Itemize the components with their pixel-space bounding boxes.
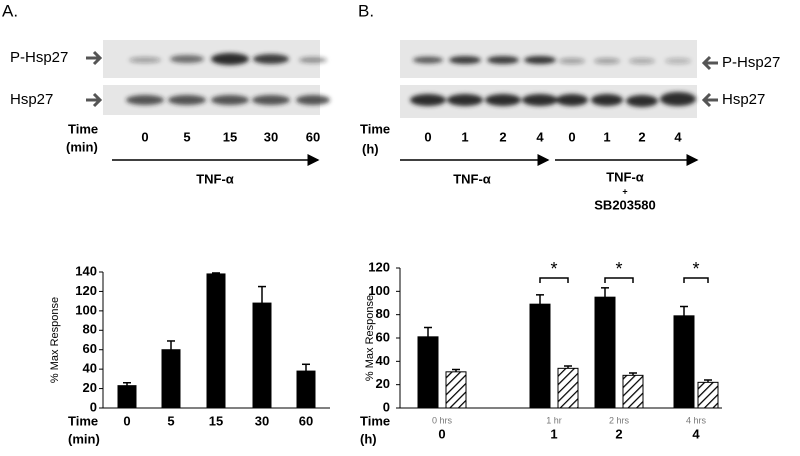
y-axis-label: % Max Response — [49, 297, 61, 383]
bar — [529, 303, 551, 409]
y-tick-label: 100 — [75, 302, 97, 317]
panel-letter: A. — [2, 1, 18, 20]
x-axis-label: (h) — [360, 431, 377, 446]
blot-b — [400, 40, 718, 166]
treatment: TNF-α — [606, 169, 644, 184]
y-tick-label: 0 — [383, 399, 390, 414]
bar — [252, 302, 272, 409]
y-tick-label: 100 — [368, 283, 390, 298]
significance-bracket — [604, 277, 634, 283]
x-tick-label: 2 — [615, 426, 622, 441]
y-tick-label: 120 — [368, 259, 390, 274]
lane-label: 4 — [674, 129, 682, 144]
significance: * — [550, 259, 557, 279]
y-tick-label: 120 — [75, 283, 97, 298]
treatment: SB203580 — [594, 197, 655, 212]
lane-label: 0 — [141, 129, 148, 144]
time-label: Time — [360, 121, 390, 136]
lane-label: 2 — [499, 129, 506, 144]
bar — [622, 374, 644, 409]
significance: * — [692, 259, 699, 279]
blot-label: Hsp27 — [10, 91, 53, 108]
lane-label: 1 — [461, 129, 468, 144]
blot-label: P-Hsp27 — [722, 54, 780, 71]
bar — [161, 349, 181, 409]
x-tick-label: 4 — [692, 426, 700, 441]
time-label: (min) — [66, 139, 98, 154]
lane-label: 15 — [223, 129, 237, 144]
y-tick-label: 80 — [83, 322, 97, 337]
time-label: (h) — [362, 141, 379, 156]
bar — [117, 385, 137, 409]
panel-letter: B. — [358, 1, 374, 20]
x-sub-label: 2 hrs — [609, 415, 630, 425]
lane-label: 60 — [306, 129, 320, 144]
x-axis-label: (min) — [68, 431, 100, 446]
bar — [557, 367, 579, 409]
y-tick-label: 40 — [376, 353, 390, 368]
x-axis-label: Time — [360, 413, 390, 428]
x-sub-label: 0 hrs — [432, 415, 453, 425]
significance: * — [615, 259, 622, 279]
significance-bracket — [539, 277, 569, 283]
x-tick-label: 0 — [123, 413, 130, 428]
y-tick-label: 60 — [83, 341, 97, 356]
y-tick-label: 60 — [376, 329, 390, 344]
lane-label: 5 — [183, 129, 190, 144]
lane-label: 4 — [536, 129, 544, 144]
y-tick-label: 140 — [75, 263, 97, 278]
blot-label: Hsp27 — [722, 91, 765, 108]
bar — [445, 371, 467, 409]
lane-label: 0 — [424, 129, 431, 144]
y-tick-label: 20 — [376, 376, 390, 391]
x-tick-label: 60 — [299, 413, 313, 428]
lane-label: 1 — [603, 129, 610, 144]
x-axis-label: Time — [68, 413, 98, 428]
x-tick-label: 1 — [550, 426, 557, 441]
significance-bracket — [683, 277, 709, 283]
x-tick-label: 30 — [255, 413, 269, 428]
y-axis-label: % Max Response — [364, 295, 376, 381]
y-tick-label: 40 — [83, 361, 97, 376]
x-tick-label: 15 — [209, 413, 223, 428]
bar — [296, 370, 316, 409]
x-tick-label: 0 — [438, 426, 445, 441]
treatment: TNF-α — [453, 171, 491, 186]
bar — [594, 296, 616, 409]
x-sub-label: 4 hrs — [686, 415, 707, 425]
time-label: Time — [68, 121, 98, 136]
treatment: TNF-α — [196, 171, 234, 186]
bar — [417, 336, 439, 409]
x-tick-label: 5 — [167, 413, 174, 428]
lane-label: 0 — [568, 129, 575, 144]
bar — [697, 381, 719, 409]
y-tick-label: 80 — [376, 306, 390, 321]
treatment: + — [622, 186, 627, 196]
lane-label: 2 — [638, 129, 645, 144]
blot-label: P-Hsp27 — [10, 49, 68, 66]
y-tick-label: 20 — [83, 380, 97, 395]
x-sub-label: 1 hr — [546, 415, 562, 425]
bar — [673, 315, 695, 409]
bar — [206, 273, 226, 409]
y-tick-label: 0 — [90, 399, 97, 414]
lane-label: 30 — [264, 129, 278, 144]
blot-a — [86, 40, 330, 166]
